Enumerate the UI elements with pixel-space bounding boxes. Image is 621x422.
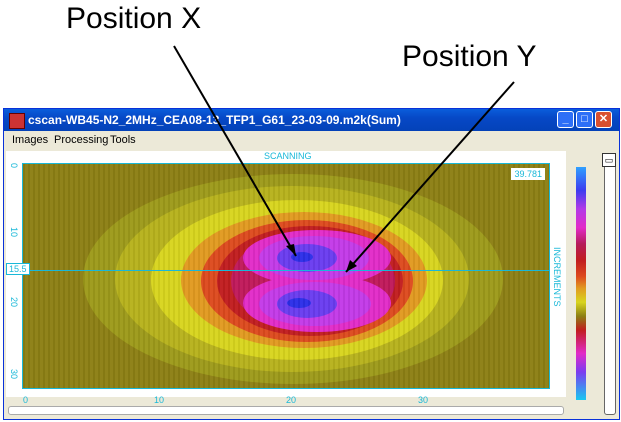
horizontal-scrollbar[interactable] (8, 406, 564, 415)
callout-position-x: Position X (66, 2, 202, 35)
scan-window: cscan-WB45-N2_2MHz_CEA08-13_TFP1_G61_23-… (3, 108, 620, 420)
minimize-icon: _ (562, 113, 569, 125)
callout-position-y: Position Y (402, 40, 537, 73)
vertical-scrollbar[interactable] (604, 153, 616, 415)
x-tick-30: 30 (418, 395, 429, 405)
scan-lines-texture (23, 164, 549, 388)
menu-tools[interactable]: Tools (110, 134, 136, 146)
menu-bar: Images Processing Tools (4, 131, 619, 150)
y-tick-30: 30 (9, 369, 19, 380)
x-tick-10: 10 (154, 395, 165, 405)
y-tick-10: 10 (9, 227, 19, 238)
restore-icon[interactable]: ▭ (602, 153, 616, 167)
peak-lower (287, 298, 311, 308)
cscan-heatmap[interactable]: 39.781 (22, 163, 550, 389)
y-tick-20: 20 (9, 297, 19, 308)
cursor-position-readout: 15.5 (6, 263, 30, 275)
close-button[interactable]: ✕ (595, 111, 612, 128)
max-amplitude-readout: 39.781 (511, 168, 545, 180)
scanning-axis-label: SCANNING (264, 151, 312, 161)
maximize-icon: □ (581, 113, 588, 125)
maximize-button[interactable]: □ (576, 111, 593, 128)
x-tick-0: 0 (23, 395, 29, 405)
color-scale (576, 167, 586, 400)
window-title: cscan-WB45-N2_2MHz_CEA08-13_TFP1_G61_23-… (28, 113, 401, 127)
close-icon: ✕ (598, 113, 609, 125)
x-tick-20: 20 (286, 395, 297, 405)
cursor-line[interactable] (23, 270, 549, 271)
minimize-button[interactable]: _ (557, 111, 574, 128)
title-bar[interactable]: cscan-WB45-N2_2MHz_CEA08-13_TFP1_G61_23-… (4, 109, 619, 131)
cscan-plot[interactable]: SCANNING 39.781 15.5 0 10 20 30 0 (6, 151, 566, 405)
increments-axis-label: INCREMENTS (552, 247, 562, 307)
menu-processing[interactable]: Processing (54, 134, 109, 146)
app-icon[interactable] (9, 113, 25, 129)
menu-images[interactable]: Images (12, 134, 49, 146)
y-tick-0: 0 (9, 163, 19, 169)
peak-upper (291, 252, 313, 262)
